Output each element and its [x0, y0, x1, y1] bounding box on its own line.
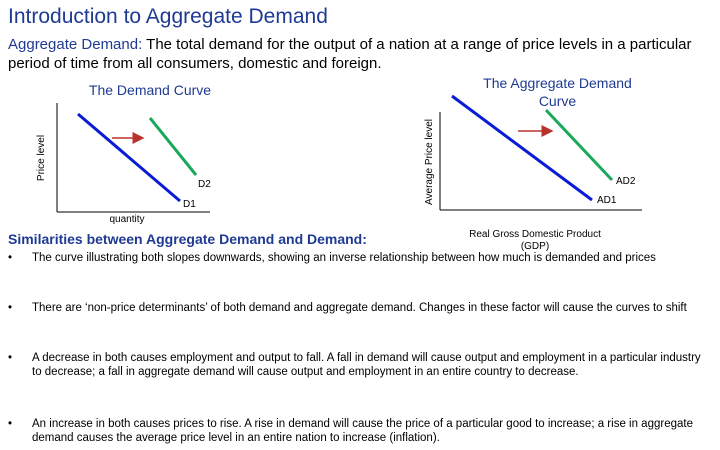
definition-text: The total demand for the output of a nat…	[8, 36, 692, 72]
bullet-text: There are ‘non-price determinants’ of bo…	[32, 302, 687, 314]
ad-curve-ad1	[451, 94, 593, 202]
demand-curve-d1	[77, 112, 181, 203]
definition-term: Aggregate Demand:	[8, 36, 143, 53]
ad2-label: AD2	[616, 176, 636, 187]
bullet-icon: •	[8, 418, 13, 430]
ad1-label: AD1	[597, 195, 617, 206]
x-axis-label: quantity	[109, 214, 144, 225]
y-axis-label: Price level	[36, 135, 47, 181]
demand-curve-title: The Demand Curve	[88, 82, 212, 98]
aggregate-demand-curve-title: The Aggregate Demand Curve	[483, 75, 632, 109]
demand-curve-diagram: Price level quantity D1 D2	[36, 103, 211, 225]
similarities-heading: Similarities between Aggregate Demand an…	[8, 231, 367, 247]
ad-curve-ad2	[544, 108, 614, 182]
bullet-icon: •	[8, 352, 13, 364]
bullet-text: A decrease in both causes employment and…	[32, 352, 701, 378]
y-axis-label: Average Price level	[424, 119, 435, 205]
ad-x-axis-label: Real Gross Domestic Product (GDP)	[469, 229, 601, 252]
bullet-icon: •	[8, 252, 13, 264]
bullet-text: An increase in both causes prices to ris…	[32, 418, 693, 444]
definition: Aggregate Demand: The total demand for t…	[8, 35, 714, 73]
d2-label: D2	[198, 179, 211, 190]
demand-curve-d2	[148, 117, 198, 176]
bullet-icon: •	[8, 302, 13, 314]
bullet-text: The curve illustrating both slopes downw…	[32, 252, 656, 264]
slide-title: Introduction to Aggregate Demand	[8, 5, 328, 28]
aggregate-demand-diagram: Average Price level AD1 AD2	[424, 94, 642, 211]
d1-label: D1	[183, 199, 196, 210]
